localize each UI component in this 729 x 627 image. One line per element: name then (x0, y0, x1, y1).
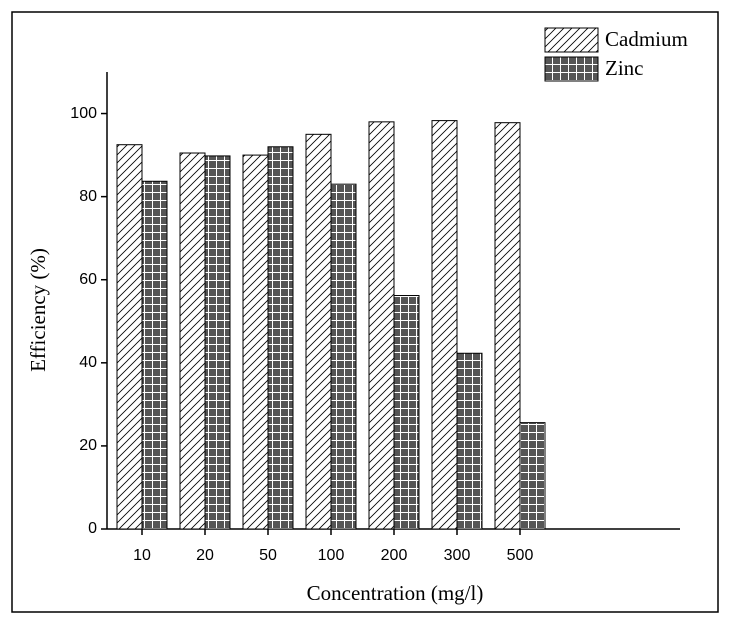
frame (11, 11, 719, 613)
x-tick-label: 100 (318, 547, 345, 564)
legend-swatch (544, 27, 599, 53)
bar (519, 422, 546, 530)
bar (116, 144, 143, 530)
bar (494, 122, 521, 530)
x-tick-label: 300 (444, 547, 471, 564)
bar (141, 180, 168, 530)
x-tick-label: 20 (196, 547, 214, 564)
y-tick-label: 60 (79, 271, 97, 288)
y-tick-label: 40 (79, 354, 97, 371)
bar (368, 121, 395, 530)
x-tick-label: 10 (133, 547, 151, 564)
x-tick-label: 500 (507, 547, 534, 564)
bar (330, 183, 357, 530)
bar (456, 352, 483, 530)
bar (305, 133, 332, 530)
x-tick-label: 200 (381, 547, 408, 564)
bar (242, 154, 269, 530)
bar (267, 146, 294, 530)
y-tick-label: 0 (88, 520, 97, 537)
x-tick-label: 50 (259, 547, 277, 564)
y-tick-label: 80 (79, 188, 97, 205)
x-axis-title: Concentration (mg/l) (307, 581, 484, 605)
bar (393, 295, 420, 530)
y-axis-title: Efficiency (%) (26, 248, 50, 372)
y-tick-label: 100 (70, 105, 97, 122)
bar (431, 120, 458, 530)
legend-label: Cadmium (605, 27, 688, 51)
bar (179, 152, 206, 530)
legend-label: Zinc (605, 56, 643, 80)
y-tick-label: 20 (79, 437, 97, 454)
bar (204, 155, 231, 530)
legend-swatch (544, 56, 599, 82)
